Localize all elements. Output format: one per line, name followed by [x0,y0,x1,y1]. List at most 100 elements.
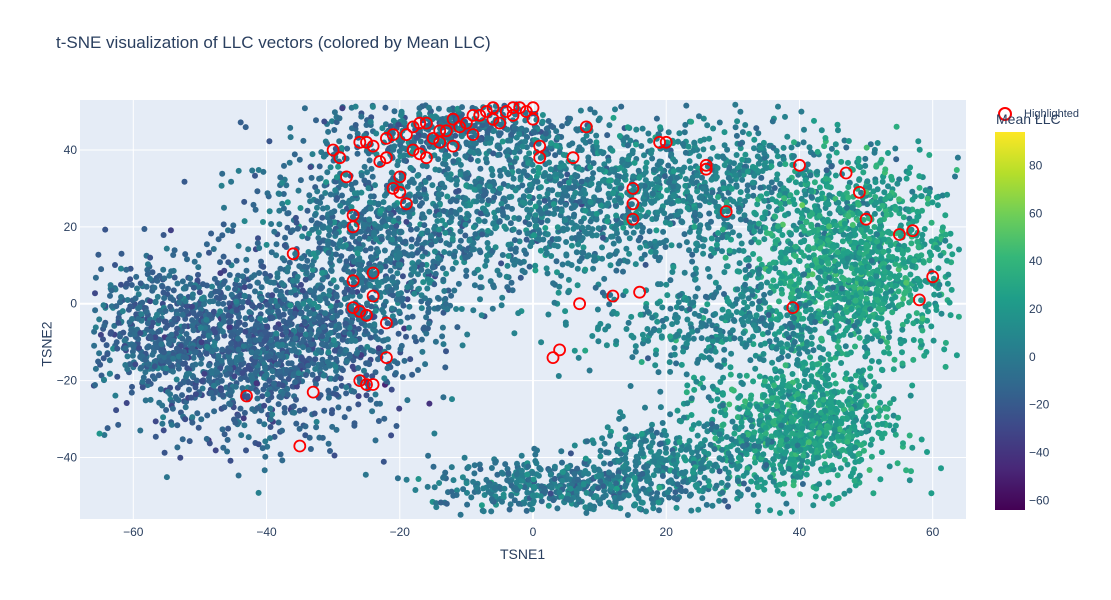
scatter-point [491,194,498,201]
scatter-point [104,351,111,358]
scatter-point [401,325,408,332]
scatter-point [421,222,428,229]
scatter-point [532,217,538,224]
scatter-point [534,178,541,185]
scatter-point [418,230,425,237]
scatter-point [366,260,373,267]
scatter-point [678,166,685,173]
scatter-point [558,172,565,179]
scatter-point [643,159,650,166]
scatter-point [339,336,346,343]
scatter-point [903,175,910,182]
scatter-point [709,144,716,151]
scatter-point [367,118,374,125]
scatter-point [584,230,590,237]
scatter-point [322,190,329,196]
scatter-point [727,223,734,230]
scatter-point [948,286,955,293]
scatter-point [601,275,608,282]
scatter-point [224,436,231,443]
scatter-point [318,361,325,368]
scatter-point [428,241,435,248]
scatter-point [285,376,292,382]
scatter-point [301,319,308,325]
scatter-point [211,408,218,415]
scatter-point [134,285,140,292]
scatter-point [228,333,235,339]
scatter-point [205,332,212,339]
scatter-point [380,458,387,465]
scatter-point [641,251,648,258]
scatter-point [624,142,631,149]
scatter-point [297,362,304,369]
scatter-point [217,321,224,328]
scatter-point [529,161,536,168]
scatter-point [279,179,285,186]
scatter-point [279,255,286,262]
scatter-point [544,270,551,277]
scatter-point [536,230,543,237]
scatter-point [396,405,403,412]
scatter-point [883,211,890,218]
scatter-point [726,247,733,254]
scatter-point [378,328,384,335]
scatter-point [668,242,675,249]
scatter-point [366,322,373,329]
scatter-point [606,252,613,259]
scatter-point [204,412,211,419]
scatter-point [626,250,633,257]
scatter-point [620,268,626,275]
scatter-point [929,199,936,206]
scatter-point [406,213,413,220]
scatter-point [905,206,911,213]
scatter-point [404,397,411,404]
scatter-point [557,164,564,171]
scatter-point [399,374,406,380]
scatter-point [702,198,709,204]
scatter-point [355,365,362,371]
scatter-point [784,133,791,140]
scatter-point [263,275,270,282]
scatter-point [590,160,597,167]
scatter-point [547,166,554,173]
scatter-point [196,289,203,296]
scatter-point [260,263,267,270]
scatter-point [682,182,689,189]
scatter-point [173,345,180,352]
scatter-point [647,137,654,144]
scatter-point [683,239,690,246]
scatter-point [499,294,506,301]
scatter-point [308,341,315,348]
scatter-point [350,357,357,364]
scatter-point [578,178,585,185]
scatter-point [938,310,945,317]
scatter-point [173,376,180,383]
scatter-point [615,235,622,242]
scatter-point [338,253,345,260]
scatter-point [701,236,708,243]
scatter-point [398,108,405,115]
scatter-point [190,327,197,334]
scatter-point [485,227,491,234]
scatter-point [472,231,479,238]
scatter-point [235,167,242,174]
scatter-point [253,380,260,387]
scatter-point [223,371,230,378]
scatter-point [262,328,268,335]
scatter-point [490,220,497,227]
scatter-point [375,248,382,255]
scatter-point [226,272,233,278]
scatter-point [511,237,518,244]
scatter-point [166,272,173,279]
scatter-point [239,370,246,376]
scatter-point [163,474,170,481]
scatter-point [732,124,739,131]
scatter-point [744,187,751,194]
scatter-point [286,159,293,166]
scatter-point [314,204,320,211]
scatter-point [356,293,363,300]
scatter-point [371,221,378,227]
scatter-point [372,437,379,444]
scatter-point [648,150,654,157]
scatter-point [343,347,350,354]
